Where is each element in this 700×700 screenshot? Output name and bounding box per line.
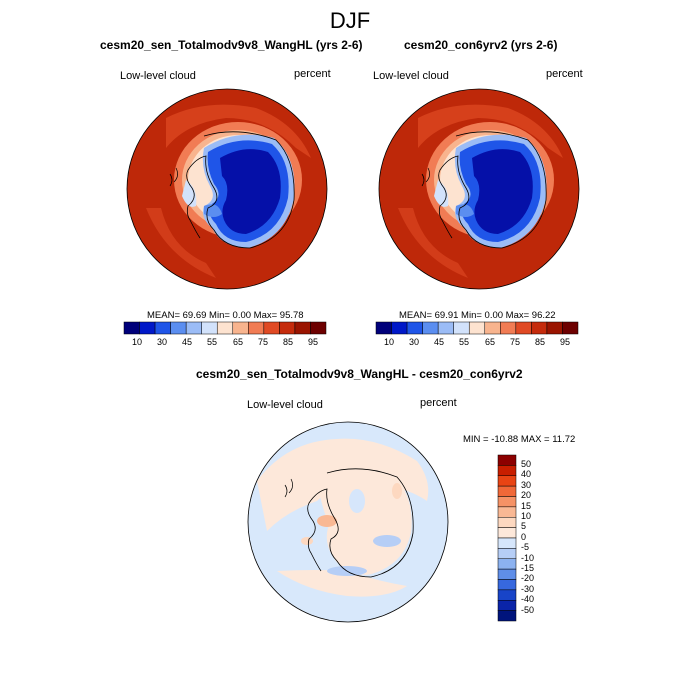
colorbar-swatch [216,321,234,335]
figure-title: DJF [329,8,371,33]
colorbar-swatch [497,600,517,611]
right-cb-label: 30 [409,337,420,347]
colorbar-swatch [468,321,486,335]
colorbar-swatch [497,506,517,518]
left-cb-label: 30 [157,337,168,347]
right-variable-label: Low-level cloud [373,70,449,82]
diff-cb-label: 0 [521,531,527,542]
colorbar-swatch [154,321,171,335]
colorbar-swatch [437,321,454,335]
diff-cb-label: 5 [521,521,527,532]
right-cb-label: 10 [384,337,395,347]
right-cb-label: 45 [434,337,445,347]
diff-colorbar [497,454,517,622]
colorbar-swatch [170,321,187,335]
colorbar-swatch [139,321,156,335]
colorbar-swatch [185,321,202,335]
right-cb-label: 85 [535,337,546,347]
right-colorbar [375,321,579,335]
colorbar-swatch [497,568,517,580]
right-cb-label: 95 [560,337,571,347]
colorbar-swatch [294,321,311,335]
diff-cb-label: 10 [521,511,532,521]
colorbar-swatch [484,321,501,335]
colorbar-swatch [497,579,517,591]
colorbar-swatch [422,321,439,335]
colorbar-swatch [497,548,517,559]
colorbar-swatch [201,321,218,335]
colorbar-swatch [562,321,579,335]
left-panel-title: cesm20_sen_Totalmodv9v8_WangHL (yrs 2-6) [100,38,363,52]
left-cb-label: 65 [233,337,244,347]
colorbar-swatch [497,610,517,622]
colorbar-swatch [279,321,296,335]
right-stats: MEAN= 69.91 Min= 0.00 Max= 96.22 [399,310,556,321]
diff-variable-label: Low-level cloud [247,399,323,411]
right-cb-label: 55 [459,337,470,347]
right-polar-map [378,88,580,290]
colorbar-swatch [453,321,470,335]
colorbar-swatch [546,321,563,335]
colorbar-swatch [232,321,249,335]
diff-cb-label: -20 [521,573,535,584]
diff-cb-label: 40 [521,469,532,480]
diff-cb-label: 15 [521,500,532,511]
colorbar-swatch [497,485,517,497]
colorbar-swatch [500,321,517,335]
colorbar-swatch [497,496,517,508]
colorbar-swatch [123,321,140,335]
left-cb-label: 75 [258,337,269,347]
left-cb-label: 55 [207,337,218,347]
colorbar-swatch [531,321,548,335]
diff-cb-label: 30 [521,479,532,490]
left-polar-map [126,88,328,290]
colorbar-swatch [497,589,517,601]
diff-cb-label: -30 [521,583,535,594]
colorbar-swatch [497,475,517,487]
diff-cb-label: -15 [521,563,535,573]
left-colorbar [123,321,327,335]
colorbar-swatch [497,454,517,466]
right-cb-label: 65 [485,337,496,347]
left-units-label: percent [294,68,331,80]
right-panel-title: cesm20_con6yrv2 (yrs 2-6) [404,38,558,52]
diff-cb-label: -5 [521,542,530,553]
colorbar-swatch [497,558,517,570]
diff-units-label: percent [420,397,457,409]
diff-cb-label: 20 [521,490,532,501]
right-colorbar-labels: 10 30 45 55 65 75 85 95 [376,337,578,349]
right-units-label: percent [546,68,583,80]
left-cb-label: 95 [308,337,319,347]
diff-cb-label: -10 [521,552,535,563]
colorbar-swatch [248,321,265,335]
left-colorbar-labels: 10 30 45 55 65 75 85 95 [124,337,326,349]
left-cb-label: 10 [132,337,143,347]
colorbar-swatch [497,517,517,528]
colorbar-swatch [263,321,280,335]
diff-cb-label: -50 [521,604,535,615]
diff-polar-map [247,421,449,623]
left-variable-label: Low-level cloud [120,70,196,82]
diff-cb-label: 50 [521,459,532,469]
diff-cb-label: -40 [521,594,535,605]
left-cb-label: 45 [182,337,193,347]
colorbar-swatch [497,465,517,476]
diff-panel-title: cesm20_sen_Totalmodv9v8_WangHL - cesm20_… [196,367,523,381]
left-stats: MEAN= 69.69 Min= 0.00 Max= 95.78 [147,310,304,321]
left-cb-label: 85 [283,337,294,347]
colorbar-swatch [310,321,327,335]
colorbar-swatch [391,321,408,335]
colorbar-swatch [515,321,532,335]
colorbar-swatch [375,321,392,335]
colorbar-swatch [497,527,517,539]
diff-colorbar-labels: 50 40 30 20 15 10 5 0 -5 -10 -15 -20 -30… [521,455,561,621]
colorbar-swatch [406,321,423,335]
right-cb-label: 75 [510,337,521,347]
colorbar-swatch [497,537,517,549]
diff-stats: MIN = -10.88 MAX = 11.72 [463,434,576,445]
